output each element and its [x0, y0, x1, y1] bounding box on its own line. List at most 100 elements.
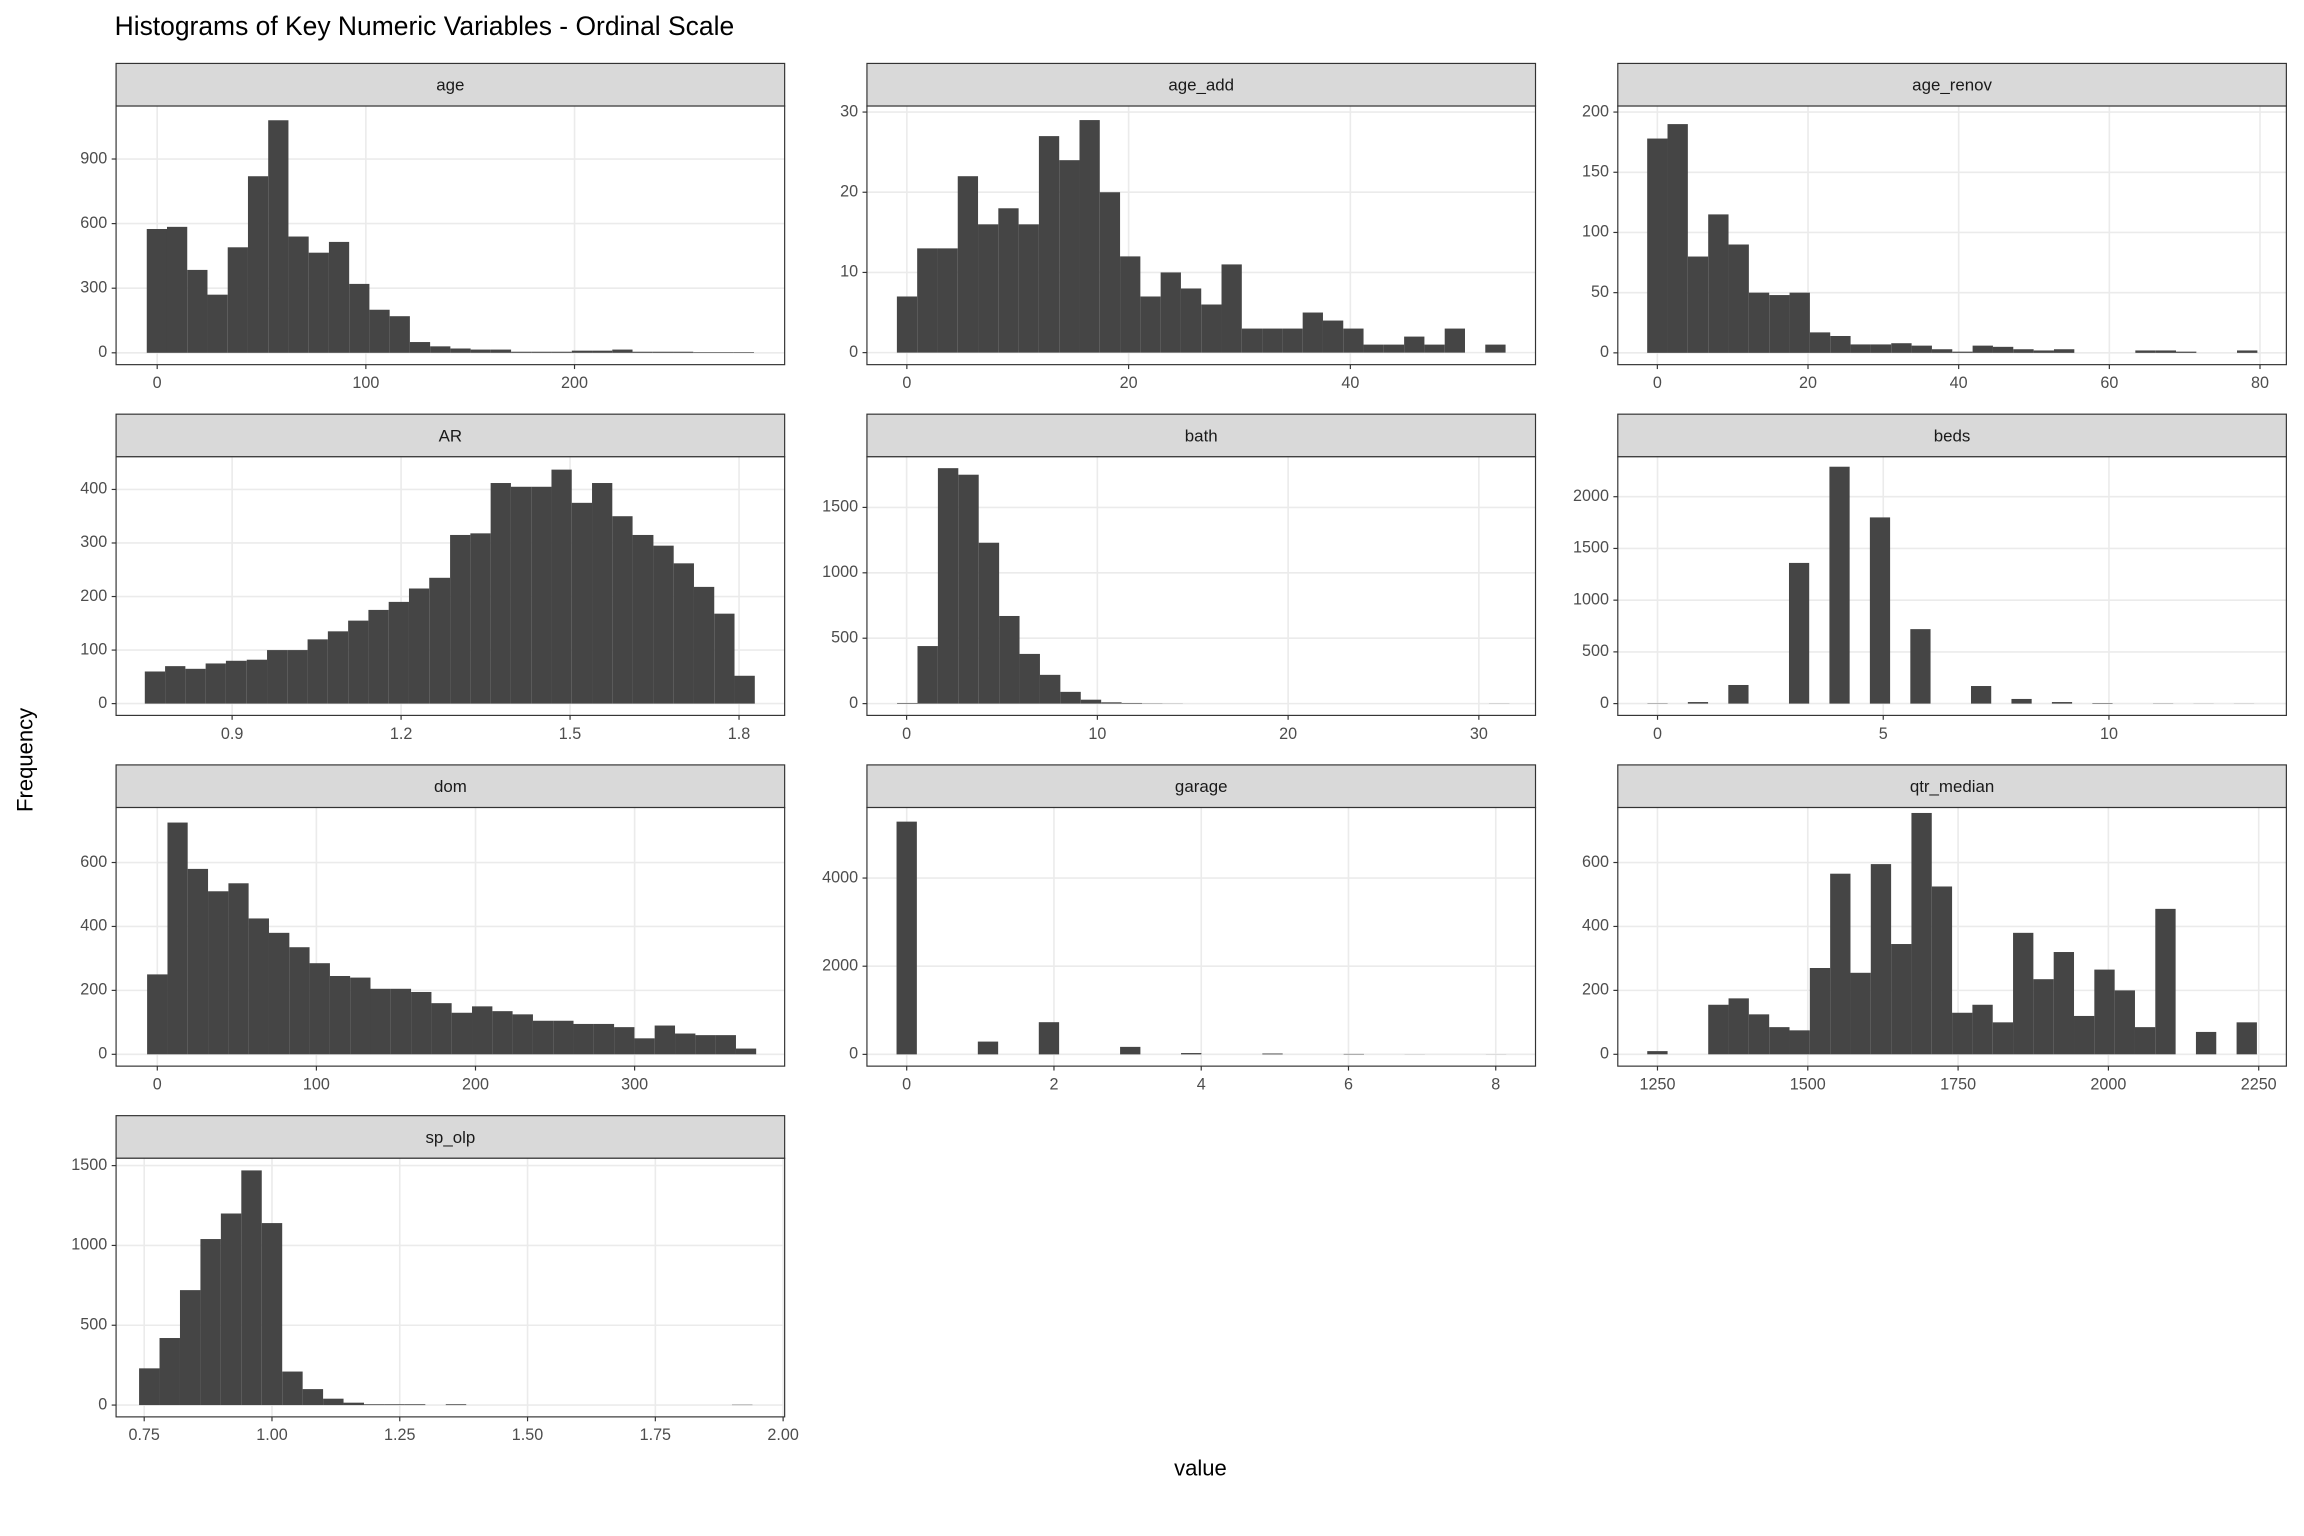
bar	[2237, 350, 2258, 353]
bar	[1728, 998, 1749, 1055]
bar	[2011, 698, 2032, 704]
bar	[999, 615, 1020, 704]
bar	[551, 469, 572, 704]
bar	[571, 350, 593, 353]
x-tick-label: 40	[1950, 374, 1968, 392]
bar	[1992, 346, 2014, 353]
bar	[715, 1035, 736, 1055]
bar	[268, 932, 290, 1055]
y-tick-label: 600	[80, 214, 107, 232]
x-tick-label: 0	[153, 1076, 162, 1094]
strip-label: dom	[434, 777, 467, 796]
strip-label: age	[436, 76, 464, 95]
bar	[1038, 1022, 1060, 1055]
bar	[282, 1371, 303, 1406]
bar	[165, 666, 186, 704]
y-tick-label: 20	[840, 183, 858, 201]
bar	[409, 342, 431, 353]
bar	[1728, 244, 1749, 353]
x-tick-label: 0.75	[128, 1426, 159, 1444]
x-tick-label: 2250	[2241, 1076, 2277, 1094]
y-tick-label: 300	[80, 278, 107, 296]
bar	[1343, 328, 1364, 353]
x-tick-label: 1500	[1790, 1076, 1826, 1094]
bar	[268, 120, 289, 353]
bar	[389, 316, 410, 353]
y-tick-label: 100	[80, 640, 107, 658]
bar	[896, 296, 918, 353]
y-tick-label: 500	[1582, 642, 1609, 660]
x-tick-label: 5	[1879, 725, 1888, 743]
bar	[1708, 214, 1729, 353]
bar	[1018, 224, 1039, 353]
bar	[532, 1020, 554, 1055]
x-tick-label: 2.00	[767, 1426, 798, 1444]
bar	[937, 468, 959, 704]
bar	[2053, 349, 2075, 353]
bar	[470, 533, 491, 704]
strip-label: qtr_median	[1910, 777, 1994, 796]
bar	[220, 1213, 242, 1406]
x-tick-label: 20	[1799, 374, 1817, 392]
x-tick-label: 100	[352, 374, 379, 392]
strip-label: AR	[439, 426, 462, 445]
x-tick-label: 8	[1491, 1076, 1500, 1094]
bar	[998, 208, 1019, 353]
bar	[1891, 343, 1912, 353]
bar	[1322, 320, 1344, 353]
bar	[431, 1003, 452, 1055]
y-tick-label: 0	[1600, 1045, 1609, 1063]
bar	[368, 609, 389, 704]
y-tick-label: 2000	[822, 956, 858, 974]
bar	[451, 1012, 473, 1055]
bar	[492, 1011, 513, 1055]
bar	[653, 545, 674, 704]
bar	[1891, 944, 1912, 1055]
bar	[2195, 1031, 2217, 1055]
y-tick-label: 1500	[1573, 539, 1609, 557]
y-tick-label: 2000	[1573, 487, 1609, 505]
bar	[430, 346, 451, 353]
bar	[1059, 160, 1080, 353]
bar	[1931, 349, 1953, 353]
bar	[1404, 336, 1425, 353]
bar	[302, 1389, 324, 1406]
bar	[1181, 1053, 1202, 1055]
x-tick-label: 20	[1279, 725, 1297, 743]
bar	[1911, 345, 1932, 353]
x-tick-label: 2000	[2090, 1076, 2126, 1094]
bar	[1809, 332, 1831, 353]
bar	[1424, 344, 1445, 353]
bar	[1829, 466, 1850, 704]
bar	[1870, 864, 1892, 1055]
x-tick-label: 6	[1344, 1076, 1353, 1094]
bar	[634, 1038, 655, 1055]
y-tick-label: 1500	[71, 1156, 107, 1174]
bar	[714, 613, 735, 704]
x-tick-label: 40	[1341, 374, 1359, 392]
y-tick-label: 150	[1582, 163, 1609, 181]
bar	[1728, 684, 1749, 704]
x-tick-label: 1.25	[384, 1426, 415, 1444]
bar	[673, 351, 694, 353]
bar	[1038, 136, 1060, 353]
x-tick-label: 0	[1653, 374, 1662, 392]
bar	[897, 702, 918, 704]
bar	[571, 502, 593, 704]
bar	[1121, 702, 1142, 704]
bar	[167, 822, 188, 1055]
x-tick-label: 1.5	[559, 725, 581, 743]
bar	[654, 1025, 676, 1055]
bar	[159, 1338, 180, 1406]
y-tick-label: 200	[80, 981, 107, 999]
bar	[1769, 1027, 1790, 1055]
bar	[411, 991, 432, 1055]
panel-border	[115, 806, 786, 1067]
y-tick-label: 0	[849, 694, 858, 712]
bar	[917, 646, 938, 704]
bar	[1972, 1004, 1993, 1055]
strip-label: beds	[1934, 426, 1971, 445]
bar	[592, 350, 613, 353]
bar	[937, 248, 958, 353]
bar	[1869, 517, 1891, 704]
